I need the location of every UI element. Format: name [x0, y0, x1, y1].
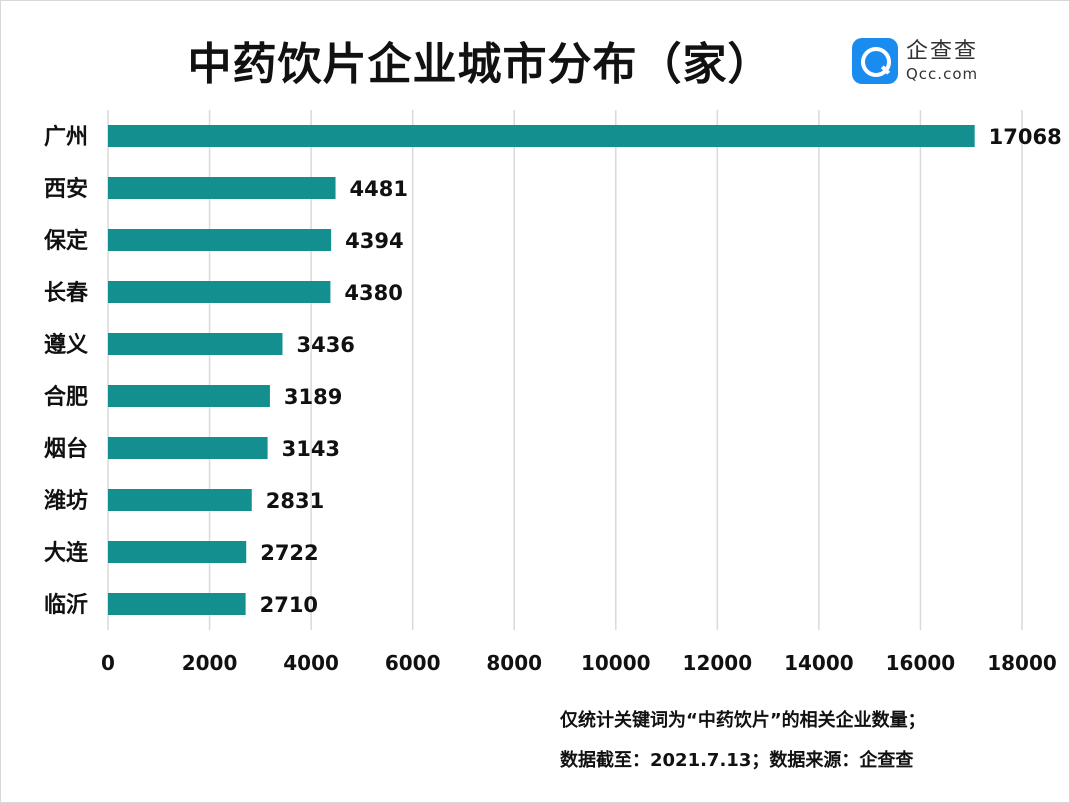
data-label: 3436: [296, 333, 354, 357]
logo-name-cn: 企查查: [906, 38, 979, 64]
data-label: 3189: [284, 385, 342, 409]
qcc-logo-icon: [852, 38, 898, 84]
data-label: 4380: [344, 281, 402, 305]
data-label: 2710: [260, 593, 318, 617]
category-label: 合肥: [44, 384, 88, 410]
x-tick-label: 4000: [283, 651, 339, 675]
category-label: 临沂: [44, 592, 88, 618]
x-tick-label: 2000: [182, 651, 238, 675]
data-label: 17068: [989, 125, 1062, 149]
bar: [108, 333, 283, 355]
x-tick-label: 0: [101, 651, 115, 675]
x-tick-label: 10000: [581, 651, 651, 675]
bar: [108, 125, 975, 147]
logo-name-en: Qcc.com: [906, 64, 979, 83]
x-tick-label: 12000: [683, 651, 753, 675]
category-label: 西安: [44, 176, 88, 202]
data-label: 4481: [350, 177, 408, 201]
category-label: 大连: [44, 540, 89, 566]
brand-logo: 企查查 Qcc.com: [852, 38, 978, 84]
bar-chart: 0 2000 4000 6000 8000 10000 12000 14000 16000 180…: [43, 110, 1062, 675]
category-label: 长春: [44, 281, 88, 306]
data-label: 2831: [266, 489, 324, 513]
chart-title: 中药饮片企业城市分布（家）: [187, 39, 773, 90]
note-source: 数据截至：2021.7.13；数据来源：企查查: [560, 750, 914, 771]
category-label: 烟台: [44, 436, 88, 462]
note-scope: 仅统计关键词为“中药饮片”的相关企业数量；: [560, 710, 926, 731]
bar: [108, 177, 336, 199]
bar: [108, 489, 252, 511]
category-label: 潍坊: [44, 488, 88, 514]
x-tick-label: 16000: [886, 651, 956, 675]
logo-text: 企查查 Qcc.com: [906, 38, 979, 83]
category-label: 遵义: [44, 332, 88, 358]
data-label: 4394: [345, 229, 403, 253]
x-tick-label: 14000: [784, 651, 854, 675]
x-tick-label: 6000: [385, 651, 441, 675]
bar: [108, 437, 268, 459]
bar: [108, 385, 270, 407]
x-tick-label: 8000: [486, 651, 542, 675]
data-label: 3143: [282, 437, 340, 461]
bar: [108, 541, 247, 563]
bar: [108, 281, 331, 303]
bar: [108, 229, 332, 251]
bar: [108, 593, 246, 615]
category-label: 保定: [43, 228, 88, 254]
data-label: 2722: [260, 541, 318, 565]
x-tick-label: 18000: [987, 651, 1057, 675]
category-label: 广州: [44, 124, 88, 150]
